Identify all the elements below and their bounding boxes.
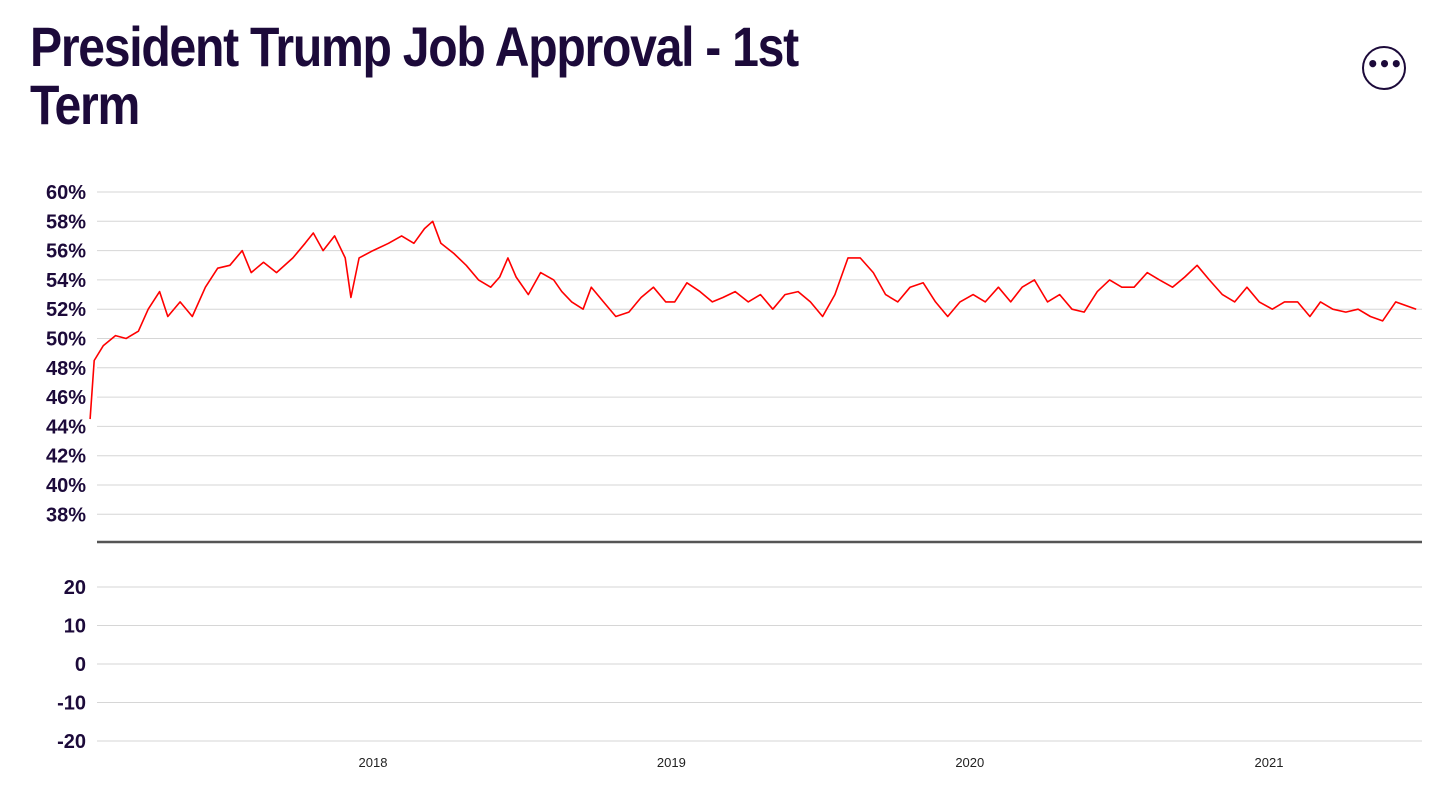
y-tick-label: 42% bbox=[46, 446, 86, 468]
x-axis-ticks: 2018 2019 2020 2021 bbox=[359, 755, 1284, 770]
page-title: President Trump Job Approval - 1st Term bbox=[30, 15, 799, 136]
x-tick-label: 2019 bbox=[657, 755, 686, 770]
more-options-button[interactable]: ••• bbox=[1362, 46, 1406, 90]
x-tick-label: 2018 bbox=[359, 755, 388, 770]
y-tick-label: 46% bbox=[46, 387, 86, 409]
y-tick-label: 20 bbox=[64, 577, 86, 599]
y-tick-label: 10 bbox=[64, 616, 86, 638]
x-tick-label: 2020 bbox=[955, 755, 984, 770]
top-panel-y-ticks: 60% 58% 56% 54% 52% 50% 48% 46% 44% 42% 40% 38% bbox=[46, 182, 86, 526]
y-tick-label: -10 bbox=[57, 693, 86, 715]
y-tick-label: 60% bbox=[46, 182, 86, 204]
y-tick-label: 56% bbox=[46, 241, 86, 263]
y-tick-label: 58% bbox=[46, 211, 86, 233]
y-tick-label: 0 bbox=[75, 654, 86, 676]
series-line-0 bbox=[89, 220, 1417, 420]
bottom-panel-grid bbox=[97, 586, 1422, 742]
y-tick-label: 50% bbox=[46, 329, 86, 351]
y-tick-label: 54% bbox=[46, 270, 86, 292]
y-tick-label: -20 bbox=[57, 731, 86, 753]
bottom-panel-y-ticks: 20 10 0 -10 -20 bbox=[57, 577, 86, 753]
y-tick-label: 40% bbox=[46, 475, 86, 497]
approval-series bbox=[89, 220, 1417, 420]
y-tick-label: 38% bbox=[46, 504, 86, 526]
ellipsis-icon: ••• bbox=[1366, 52, 1402, 76]
x-tick-label: 2021 bbox=[1255, 755, 1284, 770]
y-tick-label: 48% bbox=[46, 358, 86, 380]
y-tick-label: 52% bbox=[46, 299, 86, 321]
y-tick-label: 44% bbox=[46, 416, 86, 438]
top-panel-grid bbox=[97, 191, 1422, 515]
